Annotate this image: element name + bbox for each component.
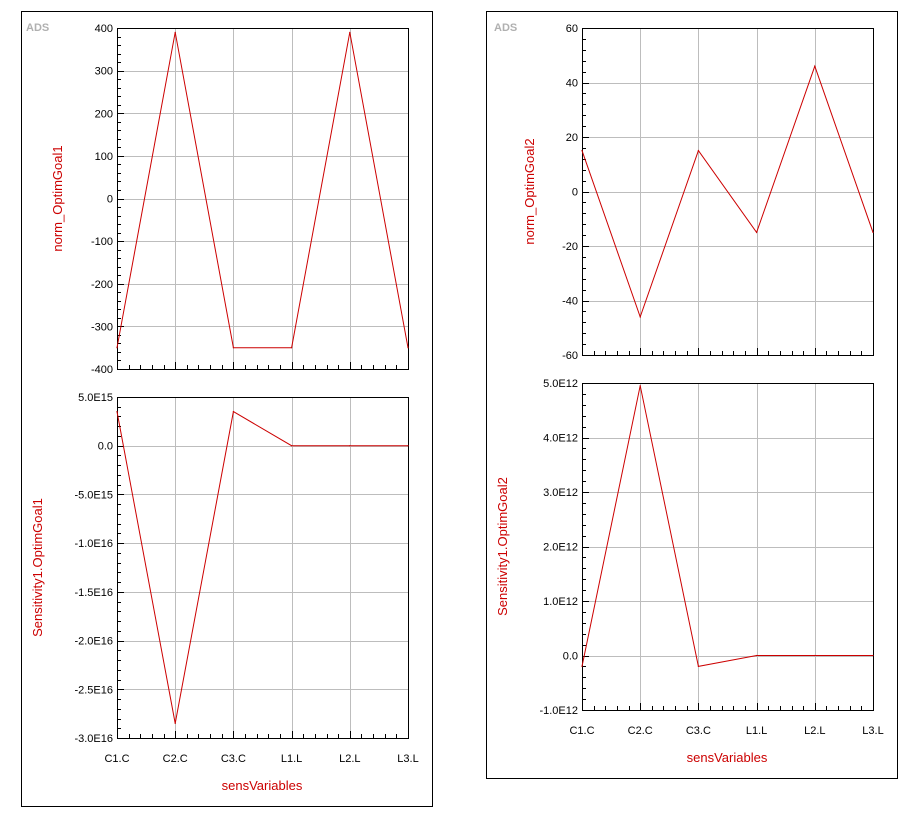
data-point <box>756 231 758 233</box>
data-point <box>349 31 351 33</box>
x-tick-label: L3.L <box>862 725 883 737</box>
axis-box <box>117 28 409 370</box>
y-tick-label: 0.0 <box>563 651 578 663</box>
data-point <box>872 231 874 233</box>
y-tick-label: -1.0E12 <box>539 705 578 717</box>
y-tick-label: -3.0E16 <box>74 733 113 745</box>
y-axis-title: norm_OptimGoal1 <box>50 145 65 251</box>
y-tick-label: -200 <box>91 279 113 291</box>
chart-panel-1: ADS 400 300 200 100 0 -100 -200 -300 -400 norm_Opt… <box>21 11 433 807</box>
y-tick-label: 0 <box>107 194 113 206</box>
x-tick-label: C1.C <box>569 725 594 737</box>
y-tick-label: -5.0E15 <box>74 489 113 501</box>
ads-watermark: ADS <box>494 22 517 34</box>
y-axis-title: Sensitivity1.OptimGoal1 <box>30 498 45 637</box>
x-axis-title: sensVariables <box>687 750 768 765</box>
y-tick-label: -60 <box>562 350 578 362</box>
y-tick-label: 4.0E12 <box>543 433 578 445</box>
axis-box <box>582 383 874 711</box>
data-point <box>407 347 409 349</box>
y-tick-label: 60 <box>566 23 578 35</box>
plot-2-1: 60 40 20 0 -20 -40 -60 norm_OptimGoal2 <box>522 23 874 362</box>
data-point <box>639 385 641 387</box>
x-axis-title: sensVariables <box>222 778 303 793</box>
y-tick-label: -1.5E16 <box>74 587 113 599</box>
ads-watermark: ADS <box>26 22 49 34</box>
y-tick-label: -40 <box>562 296 578 308</box>
y-tick-label: 20 <box>566 132 578 144</box>
y-tick-label: -1.0E16 <box>74 538 113 550</box>
x-tick-label: C2.C <box>163 753 188 765</box>
y-axis-title: norm_OptimGoal2 <box>522 138 537 244</box>
y-tick-label: 5.0E12 <box>543 378 578 390</box>
data-point <box>349 445 351 447</box>
y-tick-label: 5.0E15 <box>78 392 113 404</box>
series-line <box>581 64 874 319</box>
y-tick-label: 3.0E12 <box>543 487 578 499</box>
y-tick-label: -300 <box>91 321 113 333</box>
y-tick-label: 0 <box>572 187 578 199</box>
y-tick-label: 100 <box>95 151 113 163</box>
data-point <box>291 347 293 349</box>
data-point <box>116 411 118 413</box>
x-tick-label: L2.L <box>804 725 825 737</box>
x-tick-label: L2.L <box>339 753 360 765</box>
data-point <box>291 445 293 447</box>
y-tick-label: 400 <box>95 23 113 35</box>
data-point <box>174 722 176 725</box>
y-tick-label: 40 <box>566 78 578 90</box>
x-tick-label: L1.L <box>281 753 302 765</box>
x-tick-label: L1.L <box>746 725 767 737</box>
y-tick-label: -100 <box>91 236 113 248</box>
data-point <box>232 347 234 349</box>
data-point <box>756 654 758 657</box>
x-tick-label: C3.C <box>686 725 711 737</box>
data-point <box>232 411 234 413</box>
series-line <box>116 32 409 349</box>
data-point <box>814 65 816 67</box>
y-tick-label: -2.0E16 <box>74 636 113 648</box>
series-line <box>116 410 408 724</box>
y-tick-label: 200 <box>95 108 113 120</box>
y-tick-label: -400 <box>91 364 113 376</box>
data-point <box>639 316 641 318</box>
plot-1-2: 5.0E15 0.0 -5.0E15 -1.0E16 -1.5E16 -2.0E16 -2.… <box>30 392 419 765</box>
series-line <box>581 385 873 667</box>
plot-2-2: 5.0E12 4.0E12 3.0E12 2.0E12 1.0E12 0.0 -1.0E12… <box>495 378 884 737</box>
data-point <box>697 665 700 668</box>
data-point <box>407 445 409 447</box>
data-point <box>814 654 816 657</box>
plot-area <box>117 28 408 369</box>
plot-1-1: 400 300 200 100 0 -100 -200 -300 -400 norm_OptimG… <box>50 23 409 376</box>
data-point <box>872 654 874 657</box>
axis-box <box>582 28 874 356</box>
y-tick-label: 300 <box>95 66 113 78</box>
data-point <box>697 150 700 152</box>
x-tick-label: L3.L <box>397 753 418 765</box>
data-point <box>581 665 583 668</box>
y-axis-title: Sensitivity1.OptimGoal2 <box>495 477 510 616</box>
x-tick-label: C1.C <box>104 753 129 765</box>
y-tick-label: -20 <box>562 241 578 253</box>
y-tick-label: -2.5E16 <box>74 684 113 696</box>
y-tick-label: 1.0E12 <box>543 596 578 608</box>
chart-panel-2: ADS 60 40 20 0 -20 -40 -60 norm_OptimGoal2 5.0E12… <box>486 11 898 779</box>
data-point <box>581 150 583 152</box>
x-tick-label: C2.C <box>628 725 653 737</box>
plot-area <box>117 397 408 738</box>
y-tick-label: 0.0 <box>98 441 113 453</box>
data-point <box>174 31 176 33</box>
axis-box <box>117 397 409 739</box>
x-tick-label: C3.C <box>221 753 246 765</box>
data-point <box>116 347 118 349</box>
y-tick-label: 2.0E12 <box>543 542 578 554</box>
